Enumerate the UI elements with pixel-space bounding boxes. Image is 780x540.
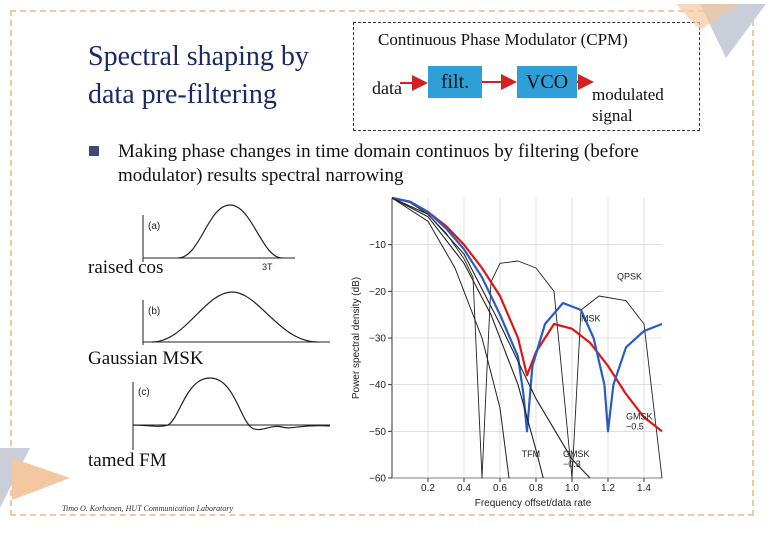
chart-x-tick-label: 1.0 xyxy=(565,483,579,494)
cpm-diagram-box xyxy=(353,22,700,131)
tfm-pulse xyxy=(132,377,331,431)
chart-y-label: Power spectral density (dB) xyxy=(351,277,362,399)
footer-credit: Timo O. Korhonen, HUT Communication Labo… xyxy=(62,504,234,513)
filter-block: filt. xyxy=(428,66,482,98)
series-line-msk xyxy=(391,196,663,433)
series-label-msk: MSK xyxy=(581,314,601,324)
waveform-a-axis-label: 3T xyxy=(262,262,273,272)
waveform-panel-b: (b) xyxy=(142,291,330,345)
slide-frame xyxy=(10,10,754,516)
cpm-output-label: modulated signal xyxy=(592,85,664,125)
slide-title: Spectral shaping by data pre-filtering xyxy=(88,41,309,110)
label-gaussian-msk: Gaussian MSK xyxy=(88,348,204,369)
series-label-tfm: TFM xyxy=(522,449,541,459)
corner-decoration-left-accent xyxy=(12,458,70,500)
chart-x-tick-label: 0.2 xyxy=(421,483,435,494)
cpm-input-label: data xyxy=(372,78,402,98)
label-tamed-fm: tamed FM xyxy=(88,450,167,471)
raised-cos-pulse xyxy=(177,204,283,259)
vco-block: VCO xyxy=(517,66,577,98)
series-line-gmsk-0-3 xyxy=(391,197,591,479)
chart-y-tick-label: −60 xyxy=(369,474,386,485)
chart-x-tick-label: 0.4 xyxy=(457,483,471,494)
series-line-qpsk xyxy=(391,197,663,479)
chart-x-tick-label: 1.2 xyxy=(601,483,615,494)
bullet-marker xyxy=(89,146,99,156)
chart-y-tick-label: −40 xyxy=(369,380,386,391)
series-line-tfm xyxy=(391,197,544,479)
psd-chart: −10 −20 −30 −40 −50 −60 0.2 0.4 0.6 0.8 1.0 1.2 1.4… xyxy=(351,196,663,509)
cpm-title: Continuous Phase Modulator (CPM) xyxy=(378,30,628,49)
series-line-gmsk-0-5 xyxy=(391,196,663,433)
waveform-c-tag: (c) xyxy=(138,387,150,398)
chart-x-tick-label: 0.6 xyxy=(493,483,507,494)
chart-y-tick-label: −20 xyxy=(369,287,386,298)
chart-y-tick-label: −50 xyxy=(369,427,386,438)
series-label-qpsk: QPSK xyxy=(617,272,642,282)
chart-y-tick-label: −10 xyxy=(369,240,386,251)
bullet-text: Making phase changes in time domain cont… xyxy=(118,141,639,186)
series-line-reference xyxy=(391,197,510,479)
chart-x-tick-label: 1.4 xyxy=(637,483,651,494)
waveform-a-tag: (a) xyxy=(148,221,160,232)
series-label-gmsk-0-3: GMSK −0.3 xyxy=(563,449,590,469)
series-label-gmsk-0-5: GMSK −0.5 xyxy=(626,412,653,432)
chart-y-tick-label: −30 xyxy=(369,334,386,345)
corner-decoration-right-accent xyxy=(676,4,740,30)
chart-x-label: Frequency offset/data rate xyxy=(475,498,592,509)
waveform-panel-a: (a) 3T xyxy=(142,204,295,272)
label-raised-cos: raised cos xyxy=(88,257,164,278)
waveform-panel-c: (c) xyxy=(132,377,331,450)
chart-x-tick-label: 0.8 xyxy=(529,483,543,494)
waveform-b-tag: (b) xyxy=(148,306,160,317)
gaussian-pulse xyxy=(151,291,319,343)
